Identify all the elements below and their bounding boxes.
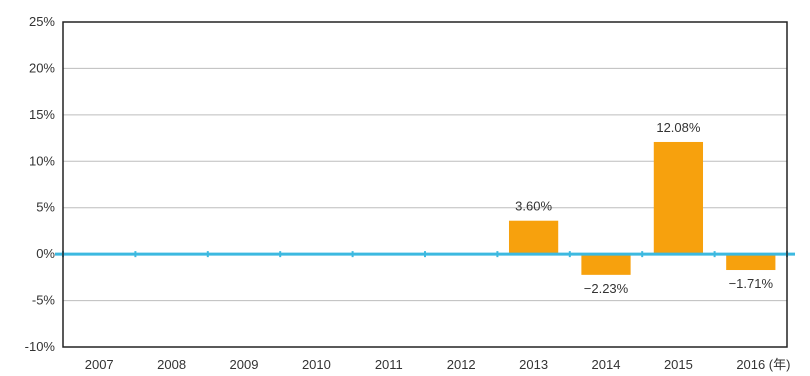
x-tick-label: 2008 xyxy=(157,357,186,372)
x-tick-label: 2012 xyxy=(447,357,476,372)
y-tick-label: 25% xyxy=(29,14,55,29)
y-tick-label: 5% xyxy=(36,200,55,215)
y-tick-label: 15% xyxy=(29,107,55,122)
x-tick-label: 2014 xyxy=(592,357,621,372)
x-tick-label: 2011 xyxy=(375,357,403,372)
x-tick-label: 2016 xyxy=(736,357,765,372)
y-tick-labels: 25% 20% 15% 10% 5% 0% -5% -10% xyxy=(25,14,56,354)
y-tick-label: 20% xyxy=(29,60,55,75)
data-label: −1.71% xyxy=(729,276,774,291)
x-tick-label: 2007 xyxy=(85,357,114,372)
x-tick-label: 2013 xyxy=(519,357,548,372)
x-tick-label: 2009 xyxy=(230,357,259,372)
bar xyxy=(653,141,704,255)
bar xyxy=(508,220,559,255)
bars xyxy=(508,141,776,275)
data-labels: 3.60% −2.23% 12.08% −1.71% xyxy=(515,120,773,296)
bar xyxy=(581,254,631,275)
y-tick-label: -10% xyxy=(25,339,56,354)
y-tick-label: 0% xyxy=(36,246,55,261)
x-tick-label: 2010 xyxy=(302,357,331,372)
data-label: 3.60% xyxy=(515,199,552,214)
x-axis-unit: (年) xyxy=(769,357,791,372)
y-tick-label: 10% xyxy=(29,153,55,168)
plot-frame xyxy=(62,21,788,348)
y-tick-label: -5% xyxy=(32,293,56,308)
data-label: −2.23% xyxy=(584,281,629,296)
x-tick-label: 2015 xyxy=(664,357,693,372)
x-tick-labels: 2007 2008 2009 2010 2011 2012 2013 2014 2015 2016 xyxy=(85,357,766,372)
bar xyxy=(726,254,776,271)
data-label: 12.08% xyxy=(656,120,701,135)
